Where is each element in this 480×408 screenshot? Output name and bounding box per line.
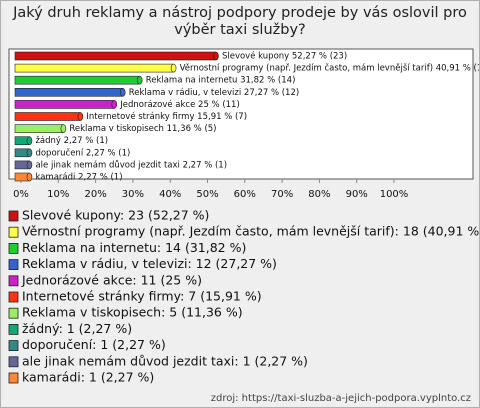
bar-cap [26,172,33,182]
bar-label: kamarádi 2,27 % (1) [35,173,122,183]
legend-label: Slevové kupony: 23 (52,27 %) [22,208,209,223]
bar-label: Internetové stránky firmy 15,91 % (7) [86,111,247,122]
bar-label: Jednorázové akce 25 % (11) [119,99,240,110]
legend-swatch [8,226,19,238]
bar-cap [26,136,33,145]
bar [14,100,115,109]
bar [14,124,64,133]
legend-swatch [8,291,19,303]
legend-label: Reklama v rádiu, v televizi: 12 (27,27 %… [22,256,277,271]
legend-swatch [8,242,19,254]
legend-label: Reklama v tiskopisech: 5 (11,36 %) [22,305,243,320]
bar-cap [170,63,177,73]
legend-label: doporučení: 1 (2,27 %) [22,337,166,352]
x-tick-label: 80% [308,189,330,200]
legend-label: Jednorázové akce: 11 (25 %) [21,272,202,287]
bar-label: ale jinak nemám důvod jezdit taxi 2,27 %… [35,159,227,170]
legend-swatch [8,307,19,319]
legend-label: ale jinak nemám důvod jezdit taxi: 1 (2,… [22,353,308,368]
legend-swatch [8,323,19,335]
bar-cap [60,124,67,133]
bar [14,63,174,73]
legend-label: Reklama na internetu: 14 (31,82 %) [22,240,246,255]
legend-label: Internetové stránky firmy: 7 (15,91 %) [22,289,262,304]
x-tick-label: 10% [47,189,69,200]
bar-cap [119,88,126,97]
x-tick-label: 30% [122,189,144,200]
x-tick-label: 60% [234,189,256,200]
x-tick-label: 40% [159,189,181,200]
legend-swatch [8,356,19,368]
bar-cap [26,148,33,158]
bar-label: žádný 2,27 % (1) [35,136,108,146]
bar-label: Slevové kupony 52,27 % (23) [222,51,347,62]
bar-cap [213,51,219,61]
legend-swatch [8,259,19,271]
bar-label: doporučení 2,27 % (1) [35,147,130,158]
bar-label: Reklama v rádiu, v televizi 27,27 % (12) [129,88,300,98]
x-tick-label: 20% [84,189,106,200]
bar-label: Reklama na internetu 31,82 % (14) [146,76,296,86]
bar [14,112,81,121]
legend-swatch [8,275,19,287]
bar-cap [77,112,84,121]
x-tick-label: 100% [380,189,409,200]
source: zdroj: https://taxi-sluzba-a-jejich-podp… [211,393,471,404]
bar-cap [111,100,118,109]
bar [14,75,140,85]
legend-label: Věrnostní programy (např. Jezdím často, … [22,224,479,239]
bar-label: Věrnostní programy (např. Jezdím často, … [180,63,479,74]
bar-cap [136,75,143,85]
bar-cap [26,160,33,170]
x-tick-label: 50% [196,189,218,200]
legend-label: kamarádi: 1 (2,27 %) [22,370,154,385]
bar [14,88,124,97]
x-tick-label: 70% [271,189,293,200]
x-tick-label: 0% [13,189,29,200]
bar [14,51,217,61]
legend-swatch [8,210,19,222]
legend-swatch [8,372,19,384]
chart-title: Jaký druh reklamy a nástroj podpory prod… [13,5,467,38]
legend-label: žádný: 1 (2,27 %) [22,321,132,336]
bar-label: Reklama v tiskopisech 11,36 % (5) [69,124,216,134]
legend-swatch [8,340,19,352]
x-tick-label: 90% [346,189,368,200]
